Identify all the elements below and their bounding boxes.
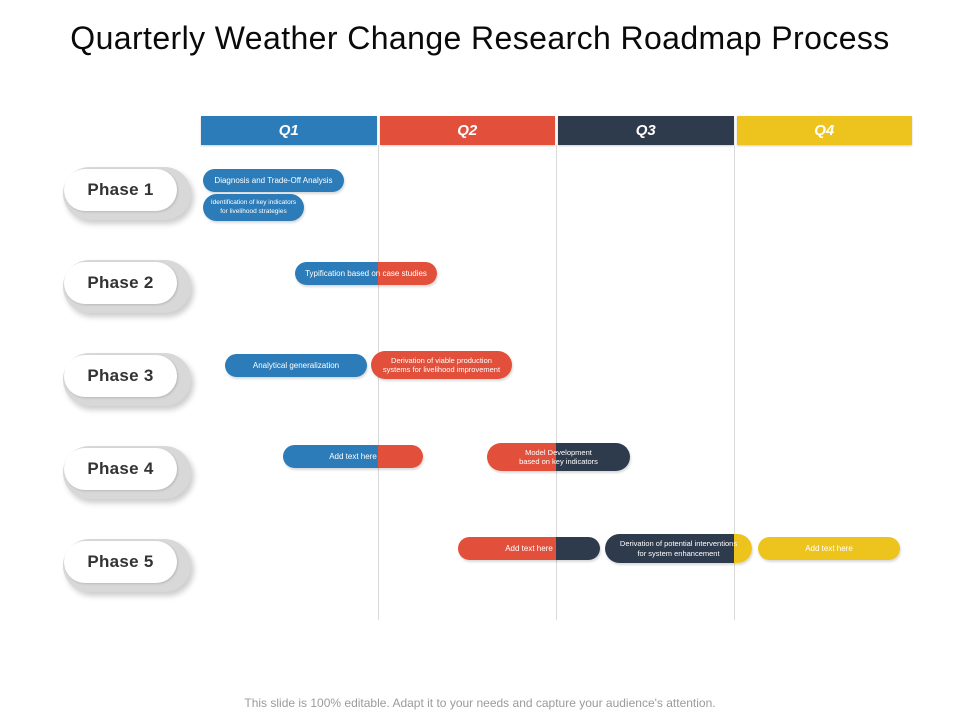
task-bar-label: Typification based on case studies [305,268,427,278]
task-bar-label: Model Development [525,447,592,457]
task-bar-label: based on key indicators [519,457,598,466]
task-bar-identification-key-indicators: Identification of key indicators for live… [203,194,304,221]
task-bar-label: Add text here [805,543,853,553]
task-bar-label: Identification of key indicators [210,199,297,207]
task-bar-label: Derivation of viable production [391,355,492,365]
task-bar-model-development-key-indicators: Model Development based on key indicators [487,443,630,471]
task-bar-derivation-viable-production: Derivation of viable production systems f… [371,351,512,379]
phase-pill-5: Phase 5 [63,539,191,592]
task-bar-label: Add text here [329,451,377,461]
phase-label: Phase 5 [64,541,177,583]
phase-label: Phase 4 [64,448,177,490]
quarter-header-q2: Q2 [379,116,555,145]
task-bar-analytical-generalization: Analytical generalization [225,354,367,377]
phase-label: Phase 1 [64,169,177,211]
quarter-header-q3: Q3 [558,116,734,145]
task-bar-label: Analytical generalization [252,360,340,370]
task-bar-label: for system enhancement [637,548,720,558]
phase-label: Phase 2 [64,262,177,304]
phase-pill-3: Phase 3 [63,353,191,406]
footer-note: This slide is 100% editable. Adapt it to… [244,696,716,710]
task-bar-label: Derivation of potential interventions [619,539,738,549]
phase-pill-4: Phase 4 [63,446,191,499]
task-bar-add-text-phase5-a: Add text here [458,537,600,560]
task-bar-derivation-potential-interventions: Derivation of potential interventions for… [605,534,752,563]
phase-label: Phase 3 [64,355,177,397]
task-bar-add-text-phase5-b: Add text here [758,537,900,560]
task-bar-label: Diagnosis and Trade-Off Analysis [214,175,333,185]
task-bar-add-text-phase4: Add text here [283,445,423,468]
task-bar-diagnosis-trade-off-analysis: Diagnosis and Trade-Off Analysis [203,169,344,192]
phase-pill-1: Phase 1 [63,167,191,220]
slide-title: Quarterly Weather Change Research Roadma… [70,20,890,56]
task-bar-label: Add text here [505,543,553,553]
task-bar-label: for livelihood strategies [220,207,287,215]
quarter-header-q4: Q4 [736,116,912,145]
phase-pill-2: Phase 2 [63,260,191,313]
task-bar-typification-case-studies: Typification based on case studies [295,262,437,285]
quarter-header-q1: Q1 [201,116,377,145]
quarter-gridline [378,145,379,620]
task-bar-label: systems for livelihood improvement [382,365,501,374]
quarter-header-row: Q1 Q2 Q3 Q4 [201,116,912,145]
